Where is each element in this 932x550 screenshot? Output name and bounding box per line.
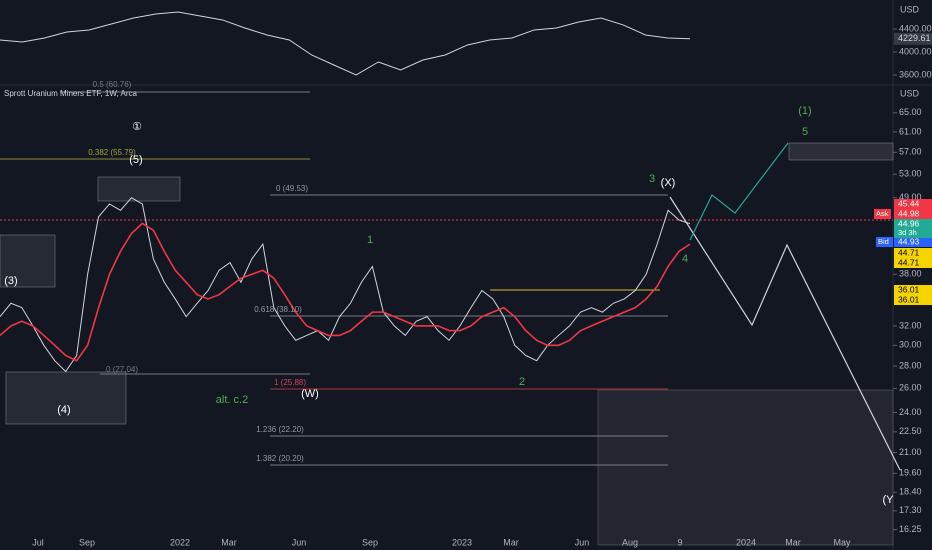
wave-label: (4) <box>57 404 70 416</box>
price-badge-label: 44.71 <box>898 257 920 267</box>
fib-label: 0.618 (38.10) <box>254 305 302 314</box>
badge-tag: Bid <box>878 237 889 246</box>
tag-bg <box>894 228 932 238</box>
x-tick-label: May <box>833 537 851 547</box>
price-badge-label: 44.98 <box>898 208 920 218</box>
fib-label: 0.5 (60.76) <box>93 80 132 89</box>
y-tick-label: 3600.00 <box>899 69 932 79</box>
y-tick-label: 21.00 <box>899 447 922 457</box>
y-tick-label: 49.00 <box>899 192 922 202</box>
price-badge <box>894 285 932 295</box>
wave-label: ① <box>132 121 142 133</box>
wave-label: 5 <box>802 126 808 138</box>
chart-title: Sprott Uranium Miners ETF, 1W, Arca <box>4 89 137 98</box>
x-tick-label: Jul <box>32 537 44 547</box>
y-tick-label: 32.00 <box>899 320 922 330</box>
y-tick-label: 16.25 <box>899 524 922 534</box>
y-tick-label: 28.00 <box>899 360 922 370</box>
currency-label: USD <box>900 4 920 14</box>
price-badge <box>894 199 932 209</box>
wave-label: (W) <box>301 388 319 400</box>
zone-box <box>0 234 56 288</box>
last-label: 4229.61 <box>898 33 931 43</box>
x-tick-label: 2022 <box>170 537 190 547</box>
price-badge <box>894 219 932 229</box>
projection-path <box>689 142 789 241</box>
wave-label: 2 <box>519 376 525 388</box>
y-tick-label: 53.00 <box>899 169 922 179</box>
tag-bg <box>876 237 893 247</box>
x-tick-label: Sep <box>362 537 378 547</box>
wave-label: (X) <box>661 177 676 189</box>
wave-label: (3) <box>4 275 17 287</box>
x-tick-label: 9 <box>677 537 682 547</box>
price-badge-label: 36.01 <box>898 294 920 304</box>
price-badge <box>894 248 932 258</box>
y-tick-label: 4400.00 <box>899 23 932 33</box>
y-tick-label: 30.00 <box>899 340 922 350</box>
price-badge <box>894 209 932 219</box>
x-tick-label: Mar <box>785 537 801 547</box>
y-tick-label: 57.00 <box>899 147 922 157</box>
wave-label: alt. c.2 <box>216 394 248 406</box>
index-line <box>0 11 691 76</box>
fib-label: 1.382 (20.20) <box>256 454 304 463</box>
zone-box <box>597 389 894 546</box>
zone-box <box>97 176 181 202</box>
price-badge-label: 36.01 <box>898 284 920 294</box>
y-tick-label: 26.00 <box>899 383 922 393</box>
wave-label: 3 <box>649 173 655 185</box>
price-line <box>0 222 691 362</box>
fib-label: 0.382 (55.79) <box>88 148 136 157</box>
wave-label: (5) <box>129 154 142 166</box>
last-badge <box>894 32 932 45</box>
wave-label: 1 <box>367 234 373 246</box>
price-badge <box>894 258 932 268</box>
x-tick-label: 2024 <box>736 537 756 547</box>
x-tick-label: Mar <box>221 537 237 547</box>
fib-label: 1 (25.88) <box>274 378 306 387</box>
y-tick-label: 65.00 <box>899 107 922 117</box>
y-tick-label: 38.00 <box>899 269 922 279</box>
price-line <box>0 197 691 373</box>
price-badge-label: 45.44 <box>898 198 920 208</box>
price-badge-label: 44.96 <box>898 218 920 228</box>
y-tick-label: 17.30 <box>899 505 922 515</box>
x-tick-label: Sep <box>79 537 95 547</box>
x-tick-label: Aug <box>622 537 638 547</box>
fib-label: 0 (49.53) <box>276 184 308 193</box>
fib-label: 0 (27.04) <box>106 365 138 374</box>
y-tick-label: 19.60 <box>899 468 922 478</box>
wave-label: 4 <box>682 253 688 265</box>
badge-tag: Ask <box>876 209 889 218</box>
y-tick-label: 24.00 <box>899 407 922 417</box>
wave-label: (Y <box>883 494 895 506</box>
zone-box <box>5 371 127 425</box>
x-tick-label: Jun <box>292 537 307 547</box>
badge-tag: 3d 3h <box>898 228 917 237</box>
y-tick-label: 61.00 <box>899 126 922 136</box>
y-tick-label: 4000.00 <box>899 46 932 56</box>
fib-label: 1.236 (22.20) <box>256 425 304 434</box>
target-box <box>788 142 894 161</box>
y-tick-label: 18.40 <box>899 487 922 497</box>
x-tick-label: 2023 <box>452 537 472 547</box>
projection-path <box>669 196 901 471</box>
tag-bg <box>874 209 891 219</box>
x-tick-label: Jun <box>575 537 590 547</box>
x-tick-label: Mar <box>503 537 519 547</box>
wave-label: (1) <box>798 105 811 117</box>
currency-label: USD <box>900 88 920 98</box>
price-badge-label: 44.71 <box>898 247 920 257</box>
price-badge-label: 44.93 <box>898 236 920 246</box>
y-tick-label: 22.50 <box>899 426 922 436</box>
price-badge <box>894 295 932 305</box>
price-badge <box>894 237 932 247</box>
